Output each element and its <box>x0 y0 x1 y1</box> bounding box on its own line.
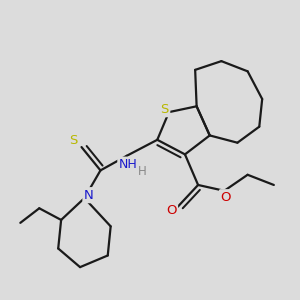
Text: NH: NH <box>119 158 137 171</box>
Text: O: O <box>220 191 231 204</box>
Text: N: N <box>84 189 94 202</box>
Text: S: S <box>160 103 169 116</box>
Text: O: O <box>166 204 176 217</box>
Text: S: S <box>69 134 78 147</box>
Text: H: H <box>138 165 147 178</box>
